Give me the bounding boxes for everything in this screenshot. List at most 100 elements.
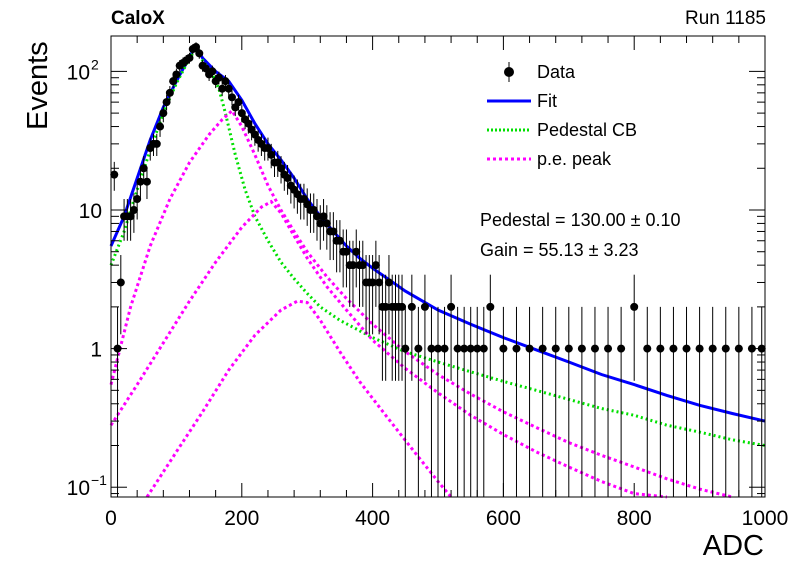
data-point-120	[721, 344, 730, 353]
y-tick-label: 1	[90, 339, 102, 362]
data-point-102	[486, 302, 495, 311]
data-point-67	[329, 227, 338, 236]
data-point-19	[172, 70, 181, 79]
data-point-61	[309, 205, 318, 214]
data-point-118	[695, 344, 704, 353]
data-point-7	[133, 195, 142, 204]
data-point-92	[420, 302, 429, 311]
data-point-14	[156, 122, 165, 131]
data-point-115	[656, 344, 665, 353]
data-point-97	[453, 344, 462, 353]
data-point-111	[604, 344, 613, 353]
data-point-119	[708, 344, 717, 353]
data-point-101	[479, 344, 488, 353]
data-point-84	[384, 278, 393, 287]
data-point-15	[159, 109, 168, 118]
data-point-36	[227, 93, 236, 102]
data-point-80	[371, 261, 380, 270]
y-tick-label: 10	[79, 200, 102, 223]
data-point-13	[152, 139, 161, 148]
data-point-108	[564, 344, 573, 353]
y-tick-exponent: −1	[91, 472, 107, 488]
legend-label-pedestal: Pedestal CB	[537, 120, 638, 140]
data-point-81	[375, 278, 384, 287]
data-point-53	[283, 174, 292, 183]
data-point-74	[352, 247, 361, 256]
x-tick-label: 0	[105, 507, 117, 530]
data-point-107	[551, 344, 560, 353]
series-line-4	[109, 199, 668, 499]
data-point-38	[234, 98, 243, 107]
x-axis-label: ADC	[702, 530, 764, 562]
data-point-105	[525, 344, 534, 353]
x-tick-label: 400	[355, 507, 390, 530]
data-point-63	[316, 219, 325, 228]
data-point-62	[313, 212, 322, 221]
data-point-73	[348, 261, 357, 270]
pedestal-result: Pedestal = 130.00 ± 0.10	[480, 210, 681, 230]
data-point-10	[142, 177, 151, 186]
data-point-88	[398, 302, 407, 311]
data-point-79	[368, 278, 377, 287]
data-point-5	[126, 212, 135, 221]
data-point-18	[169, 77, 178, 86]
data-point-89	[401, 344, 410, 353]
data-point-64	[319, 212, 328, 221]
data-point-110	[590, 344, 599, 353]
data-point-100	[473, 344, 482, 353]
legend-item-pedestal: Pedestal CB	[487, 116, 647, 144]
data-point-95	[440, 344, 449, 353]
data-point-28	[201, 64, 210, 73]
data-point-2	[116, 278, 125, 287]
gain-result: Gain = 55.13 ± 3.23	[480, 240, 639, 260]
x-tick-label: 200	[224, 507, 259, 530]
legend-item-fit: Fit	[487, 87, 647, 115]
plot-frame	[110, 35, 766, 498]
y-tick-label: 10	[67, 477, 90, 500]
data-point-0	[110, 170, 119, 179]
data-point-94	[434, 344, 442, 353]
brand-label: CaloX	[111, 8, 165, 29]
data-point-116	[669, 344, 678, 353]
data-point-69	[335, 236, 344, 245]
data-point-17	[165, 88, 174, 97]
series-line-5	[145, 299, 453, 498]
y-tick-exponent: 2	[91, 56, 99, 72]
data-point-109	[577, 344, 586, 353]
data-point-112	[617, 344, 626, 353]
legend-label-data: Data	[537, 62, 576, 82]
data-point-117	[682, 344, 691, 353]
data-point-23	[185, 53, 194, 62]
data-point-26	[195, 49, 204, 58]
data-point-51	[277, 164, 286, 173]
data-point-99	[466, 344, 475, 353]
data-point-16	[162, 98, 171, 107]
data-point-41	[244, 119, 253, 128]
data-point-65	[322, 219, 331, 228]
data-point-91	[414, 344, 423, 353]
data-point-8	[136, 177, 145, 186]
series-line-3	[109, 108, 733, 499]
data-point-103	[499, 344, 508, 353]
legend-label-fit: Fit	[537, 91, 557, 111]
fit-line-icon	[487, 99, 531, 103]
data-point-83	[381, 302, 390, 311]
x-tick-label: 600	[486, 507, 521, 530]
run-label: Run 1185	[685, 8, 766, 29]
data-point-114	[643, 344, 652, 353]
data-point-6	[129, 205, 138, 214]
data-point-47	[263, 144, 272, 153]
data-point-30	[208, 67, 217, 76]
data-point-76	[358, 261, 367, 270]
y-tick-label: 10	[67, 61, 90, 84]
data-point-32	[214, 73, 223, 82]
legend-label-pe-peak: p.e. peak	[537, 149, 612, 169]
data-point-39	[237, 109, 246, 118]
data-point-121	[734, 344, 743, 353]
pe-peak-line-icon	[487, 157, 531, 161]
data-point-71	[342, 247, 351, 256]
data-point-90	[407, 302, 416, 311]
legend-item-pe-peak: p.e. peak	[487, 145, 647, 173]
data-point-113	[630, 302, 639, 311]
data-point-48	[267, 150, 276, 159]
